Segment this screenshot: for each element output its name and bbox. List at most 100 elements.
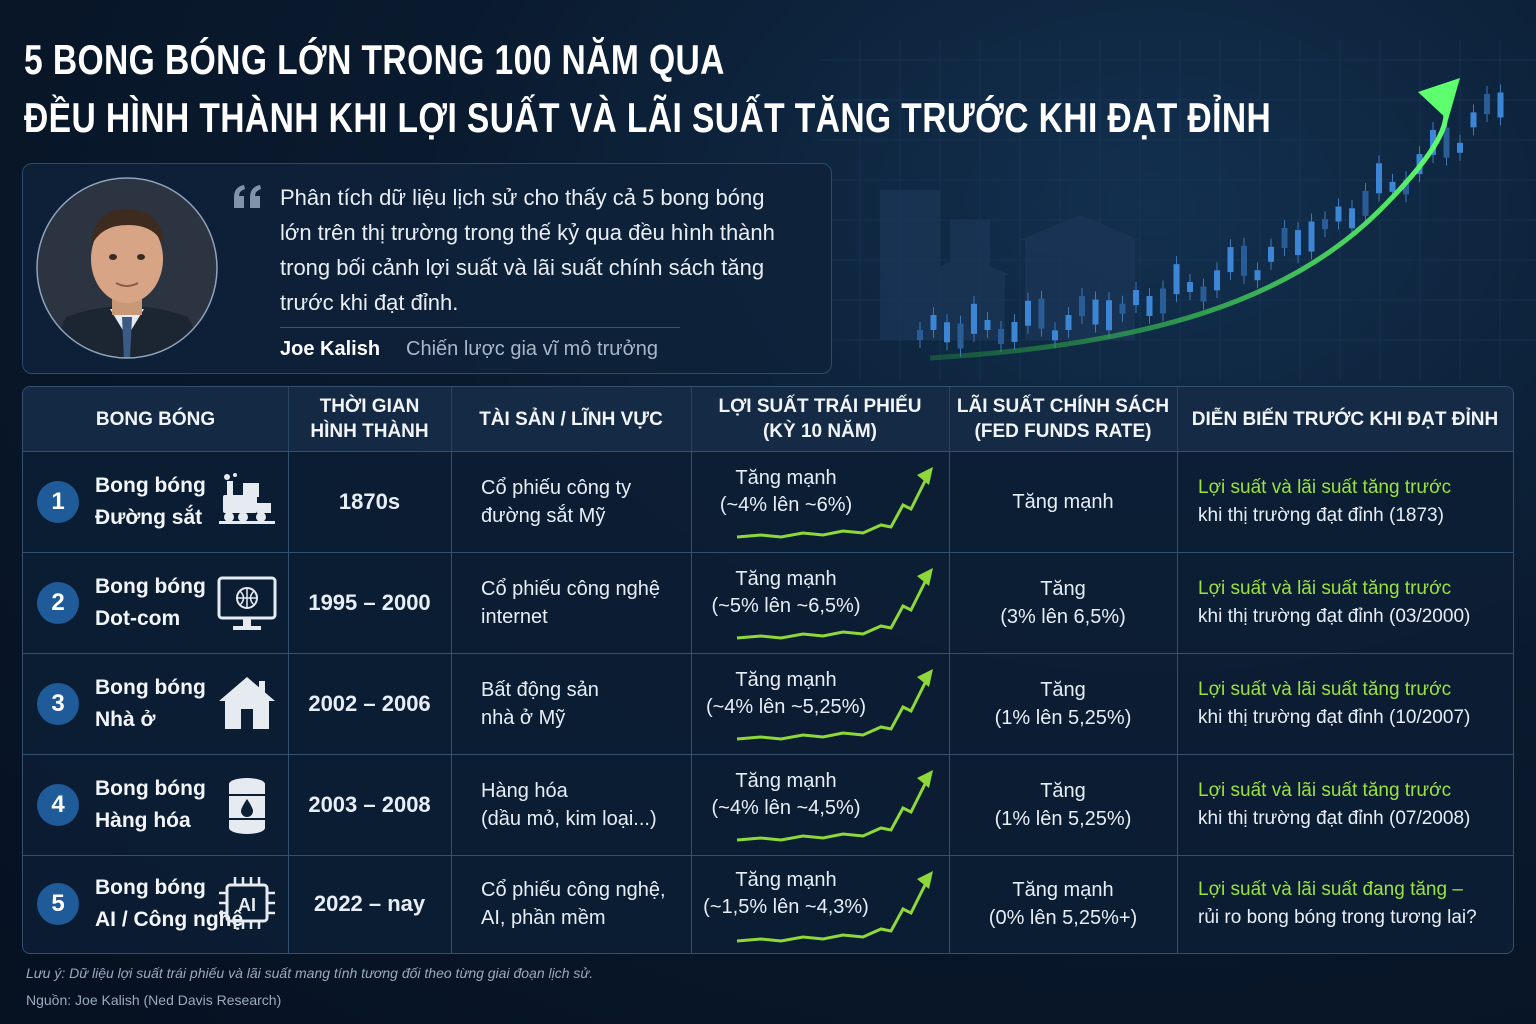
separator: [280, 327, 680, 328]
policy-line: (3% lên 6,5%): [1000, 605, 1126, 628]
bond-sparkline: [736, 568, 933, 640]
bg-candle: [1227, 247, 1234, 273]
trend-highlight: Lợi suất và lãi suất tăng trước: [1198, 779, 1452, 801]
bg-candle: [1173, 264, 1180, 295]
header-text: TÀI SẢN / LĨNH VỰC: [479, 408, 663, 430]
bubble-name-line: Đường sắt: [95, 505, 203, 529]
note: Lưu ý: Dữ liệu lợi suất trái phiếu và lã…: [26, 965, 594, 981]
bubble-name: Bong bóng Dot-com: [95, 571, 206, 635]
row-divider: [23, 754, 1513, 755]
bg-candle: [1443, 127, 1450, 158]
header-cell: LỢI SUẤT TRÁI PHIẾU (KỲ 10 NĂM): [691, 387, 949, 451]
asset-line: đường sắt Mỹ: [481, 504, 606, 527]
bg-candle: [1389, 181, 1396, 192]
bubble-name-line: Bong bóng: [95, 675, 206, 699]
trend-cell: Lợi suất và lãi suất tăng trước khi thị t…: [1177, 552, 1513, 653]
background-chart: [820, 40, 1536, 380]
trend-cell: Lợi suất và lãi suất đang tăng – rủi ro b…: [1177, 855, 1513, 953]
sparkline-path: [736, 480, 927, 539]
sparkline-arrow: [917, 871, 933, 889]
policy-line: Tăng mạnh: [1012, 879, 1114, 901]
header-cell: DIỄN BIẾN TRƯỚC KHI ĐẠT ĐỈNH: [1177, 387, 1513, 451]
period-cell: 2002 – 2006: [288, 653, 451, 754]
row-number: 5: [37, 883, 79, 925]
asset-line: Bất động sản: [481, 678, 599, 701]
asset-line: Cổ phiếu công ty: [481, 476, 632, 499]
bg-candle: [1146, 295, 1153, 316]
trend-cell: Lợi suất và lãi suất tăng trước khi thị t…: [1177, 653, 1513, 754]
bond-text: Tăng mạnh (~1,5% lên ~4,3%): [701, 865, 871, 923]
row-number: 2: [37, 581, 79, 624]
sparkline-path: [736, 783, 927, 842]
bg-candle: [1281, 227, 1288, 248]
column-divider: [949, 387, 950, 953]
bg-candle: [1322, 219, 1328, 230]
header-cell: THỜI GIAN HÌNH THÀNH: [288, 387, 451, 451]
trend-highlight: Lợi suất và lãi suất đang tăng –: [1198, 879, 1463, 900]
trend-highlight: Lợi suất và lãi suất tăng trước: [1198, 678, 1452, 700]
asset-line: internet: [481, 605, 548, 628]
bg-candle: [1011, 321, 1018, 342]
policy-line: Tăng: [1040, 577, 1086, 600]
bond-text: Tăng mạnh (~4% lên ~6%): [701, 461, 871, 522]
bg-candle: [1403, 179, 1409, 195]
period-cell: 2022 – nay: [288, 855, 451, 953]
table: BONG BÓNG THỜI GIAN HÌNH THÀNH TÀI SẢN / LĨ…: [22, 386, 1514, 954]
header-cell: LÃI SUẤT CHÍNH SÁCH (FED FUNDS RATE): [949, 387, 1177, 451]
asset-cell: Hàng hóa (dầu mỏ, kim loại...): [451, 754, 691, 855]
header-cell: BONG BÓNG: [23, 387, 288, 451]
bubble-name-line: Bong bóng: [95, 876, 206, 899]
bubble-icon: [219, 676, 275, 729]
asset-line: AI, phần mềm: [481, 907, 606, 929]
row-divider: [23, 552, 1513, 553]
policy-cell: Tăng (1% lên 5,25%): [949, 754, 1177, 855]
bond-sparkline: [736, 669, 933, 741]
bg-candle: [1052, 330, 1058, 341]
trend-note: khi thị trường đạt đỉnh (07/2008): [1198, 807, 1471, 829]
bubble-icon: [229, 777, 265, 834]
bg-candle: [1295, 230, 1301, 256]
icon-shape: [217, 576, 277, 630]
author: Joe Kalish: [280, 338, 381, 360]
trend-note: rủi ro bong bóng trong tương lai?: [1198, 907, 1477, 928]
icon-shape: [229, 777, 265, 834]
sparkline-path: [736, 682, 927, 741]
source: Nguồn: Joe Kalish (Ned Davis Research): [26, 992, 282, 1008]
policy-line: (1% lên 5,25%): [994, 706, 1132, 729]
icon-label: AI: [238, 895, 256, 915]
bg-candle: [1025, 300, 1031, 326]
bg-candle: [1484, 94, 1490, 115]
bond-text: Tăng mạnh (~5% lên ~6,5%): [701, 562, 871, 623]
asset-cell: Bất động sản nhà ở Mỹ: [451, 653, 691, 754]
quote-mark: [234, 185, 261, 208]
bg-candle: [917, 330, 923, 340]
policy-line: (1% lên 5,25%): [994, 807, 1132, 830]
header-cell: TÀI SẢN / LĨNH VỰC: [451, 387, 691, 451]
icon-shape: [219, 676, 275, 729]
column-divider: [288, 387, 289, 953]
row-number: 1: [37, 480, 79, 523]
trend-note: khi thị trường đạt đỉnh (10/2007): [1198, 706, 1471, 728]
policy-cell: Tăng mạnh: [949, 451, 1177, 552]
header-band: [23, 387, 1513, 451]
asset-line: nhà ở Mỹ: [481, 706, 566, 729]
bg-candle: [1268, 246, 1274, 262]
bubble-name: Bong bóng Nhà ở: [95, 672, 206, 736]
asset-cell: Cổ phiếu công nghệ, AI, phần mềm: [451, 855, 691, 953]
quote-line: Phân tích dữ liệu lịch sử cho thấy cả 5 …: [280, 185, 765, 210]
bg-candle: [1038, 298, 1045, 329]
bg-candle: [998, 328, 1004, 344]
icon-shape: [219, 877, 275, 929]
period-cell: 2003 – 2008: [288, 754, 451, 855]
bg-candle: [1214, 270, 1220, 291]
asset-line: (dầu mỏ, kim loại...): [481, 807, 657, 830]
bg-candle: [930, 315, 937, 331]
sparkline-path: [736, 581, 927, 640]
bg-candle: [1065, 315, 1072, 331]
bond-line: Tăng mạnh: [735, 869, 837, 891]
trend-cell: Lợi suất và lãi suất tăng trước khi thị t…: [1177, 754, 1513, 855]
bg-candle: [1362, 190, 1369, 216]
bg-candle: [1119, 303, 1126, 314]
